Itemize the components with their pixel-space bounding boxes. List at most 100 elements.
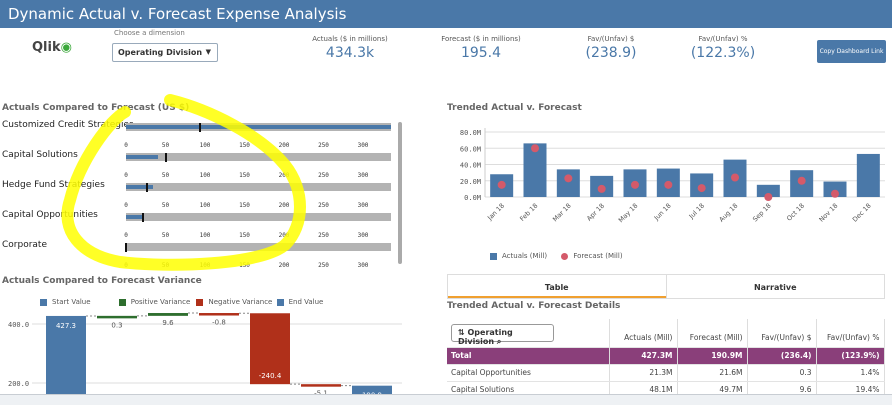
bullet-track — [126, 153, 391, 162]
legend-swatch-start — [40, 298, 47, 306]
x-tick-label: May 18 — [617, 202, 639, 224]
tab-narrative[interactable]: Narrative — [665, 275, 884, 298]
bullet-axis: 0 50 100 150 200 250 300 — [124, 202, 396, 210]
waterfall-data-label: 9.6 — [162, 319, 174, 327]
cell: 427.3M — [609, 347, 678, 365]
details-title: Trended Actual v. Forecast Details — [447, 301, 621, 311]
bullet-tick-label: 250 — [318, 202, 329, 209]
bullet-tick-label: 100 — [199, 142, 211, 149]
x-tick-label: Jun 18 — [652, 202, 673, 223]
forecast-point — [764, 193, 773, 201]
tab-table[interactable]: Table — [448, 275, 666, 298]
forecast-point — [664, 180, 673, 189]
bullet-scrollbar[interactable] — [398, 122, 402, 264]
bullet-actual-bar — [126, 215, 144, 219]
bullet-tick-label: 50 — [161, 202, 170, 209]
kpi-value: (122.3%) — [690, 45, 756, 61]
cell: 21.3M — [609, 364, 678, 382]
forecast-point — [731, 173, 739, 182]
bullet-tick-label: 150 — [239, 202, 250, 209]
bullet-target-marker — [125, 243, 127, 252]
details-tabs: Table Narrative — [447, 274, 885, 299]
legend-negative: Negative Variance — [208, 298, 273, 306]
trend-chart-title: Trended Actual v. Forecast — [447, 103, 582, 113]
table-row[interactable]: Capital Opportunities 21.3M 21.6M 0.3 1.4% — [447, 364, 885, 382]
bullet-tick-label: 150 — [239, 142, 250, 149]
x-tick-label: Aug 18 — [717, 202, 739, 224]
bullet-target-marker — [146, 183, 149, 192]
legend-positive: Positive Variance — [130, 298, 191, 306]
x-tick-label: Mar 18 — [551, 202, 573, 224]
x-tick-label: Feb 18 — [518, 202, 539, 223]
forecast-point — [597, 184, 606, 193]
copy-dashboard-link-button[interactable]: Copy Dashboard Link — [817, 40, 886, 63]
cell: 21.6M — [677, 364, 748, 382]
cell: (236.4) — [747, 347, 817, 365]
actual-bar — [756, 184, 780, 197]
header-fav-pct[interactable]: Fav/(Unfav) % — [816, 319, 885, 348]
bullet-tick-label: 100 — [199, 202, 211, 209]
bullet-axis: 0 50 100 150 200 250 300 — [124, 262, 396, 270]
forecast-point — [631, 180, 639, 189]
forecast-point — [531, 144, 539, 153]
bullet-tick-label: 150 — [239, 172, 250, 179]
kpi-fav-dollar: Fav/(Unfav) $ (238.9) — [556, 35, 666, 61]
bullet-tick-label: 0 — [124, 142, 128, 149]
header-fav-dollar[interactable]: Fav/(Unfav) $ — [747, 319, 817, 348]
y-tick-label: 200.0 — [8, 380, 29, 388]
actual-bar — [523, 143, 547, 197]
bullet-tick-label: 200 — [278, 172, 290, 179]
header-actuals[interactable]: Actuals (Mill) — [609, 319, 678, 348]
bullet-track — [125, 243, 391, 252]
kpi-actuals: Actuals ($ in millions) 434.3k — [295, 35, 405, 61]
forecast-point — [564, 174, 573, 183]
kpi-value: 195.4 — [460, 45, 502, 61]
x-tick-label: Jan 18 — [485, 202, 506, 223]
dimension-label: Choose a dimension — [114, 29, 185, 35]
y-tick-label: 0.0M — [464, 194, 481, 202]
bullet-label: Customized Credit Strategies — [2, 120, 134, 130]
bullet-tick-label: 200 — [278, 202, 290, 209]
bullet-tick-label: 300 — [357, 262, 369, 269]
bullet-tick-label: 300 — [357, 172, 369, 179]
x-tick-label: Sep 18 — [751, 202, 773, 224]
app-title: Dynamic Actual v. Forecast Expense Analy… — [0, 0, 892, 28]
column-selector[interactable]: ⇅ Operating Division ⌕ — [451, 324, 554, 346]
footer-bar — [0, 394, 892, 405]
legend-actuals: Actuals (Mill) — [502, 252, 548, 260]
bullet-tick-label: 150 — [239, 232, 250, 239]
header-forecast[interactable]: Forecast (Mill) — [677, 319, 748, 348]
bullet-axis: 0 50 100 150 200 250 300 — [124, 172, 396, 180]
bullet-actual-bar — [126, 155, 159, 159]
y-tick-label: 20.0M — [460, 178, 481, 186]
cell: 1.4% — [816, 364, 885, 382]
bullet-label: Capital Solutions — [2, 150, 78, 160]
table-row-total[interactable]: Total 427.3M 190.9M (236.4) (123.9%) — [447, 347, 885, 365]
legend-forecast: Forecast (Mill) — [573, 252, 623, 260]
y-tick-label: 80.0M — [460, 129, 481, 137]
cell: Total — [447, 347, 610, 365]
bullet-tick-label: 250 — [318, 142, 329, 149]
cell: 190.9M — [677, 347, 748, 365]
bullet-tick-label: 100 — [199, 232, 211, 239]
actual-bar — [556, 169, 580, 197]
bullet-actual-bar — [126, 125, 391, 129]
kpi-label: Fav/(Unfav) $ — [587, 35, 635, 43]
waterfall-bar — [97, 315, 137, 319]
bullet-tick-label: 50 — [161, 232, 170, 239]
bullet-track — [126, 183, 391, 192]
forecast-point — [831, 189, 839, 198]
bullet-tick-label: 250 — [318, 262, 329, 269]
forecast-point — [697, 184, 706, 193]
dimension-select[interactable]: Operating Division ▼ — [112, 43, 218, 62]
waterfall-bar — [250, 313, 290, 385]
y-tick-label: 60.0M — [460, 145, 481, 153]
caret-down-icon: ▼ — [205, 48, 211, 56]
bullet-target-marker — [164, 153, 167, 162]
bullet-actual-bar — [126, 185, 153, 189]
forecast-point — [497, 180, 506, 189]
waterfall-data-label: -5.1 — [314, 390, 328, 398]
kpi-value: (238.9) — [585, 45, 637, 61]
x-tick-label: Apr 18 — [585, 202, 606, 223]
